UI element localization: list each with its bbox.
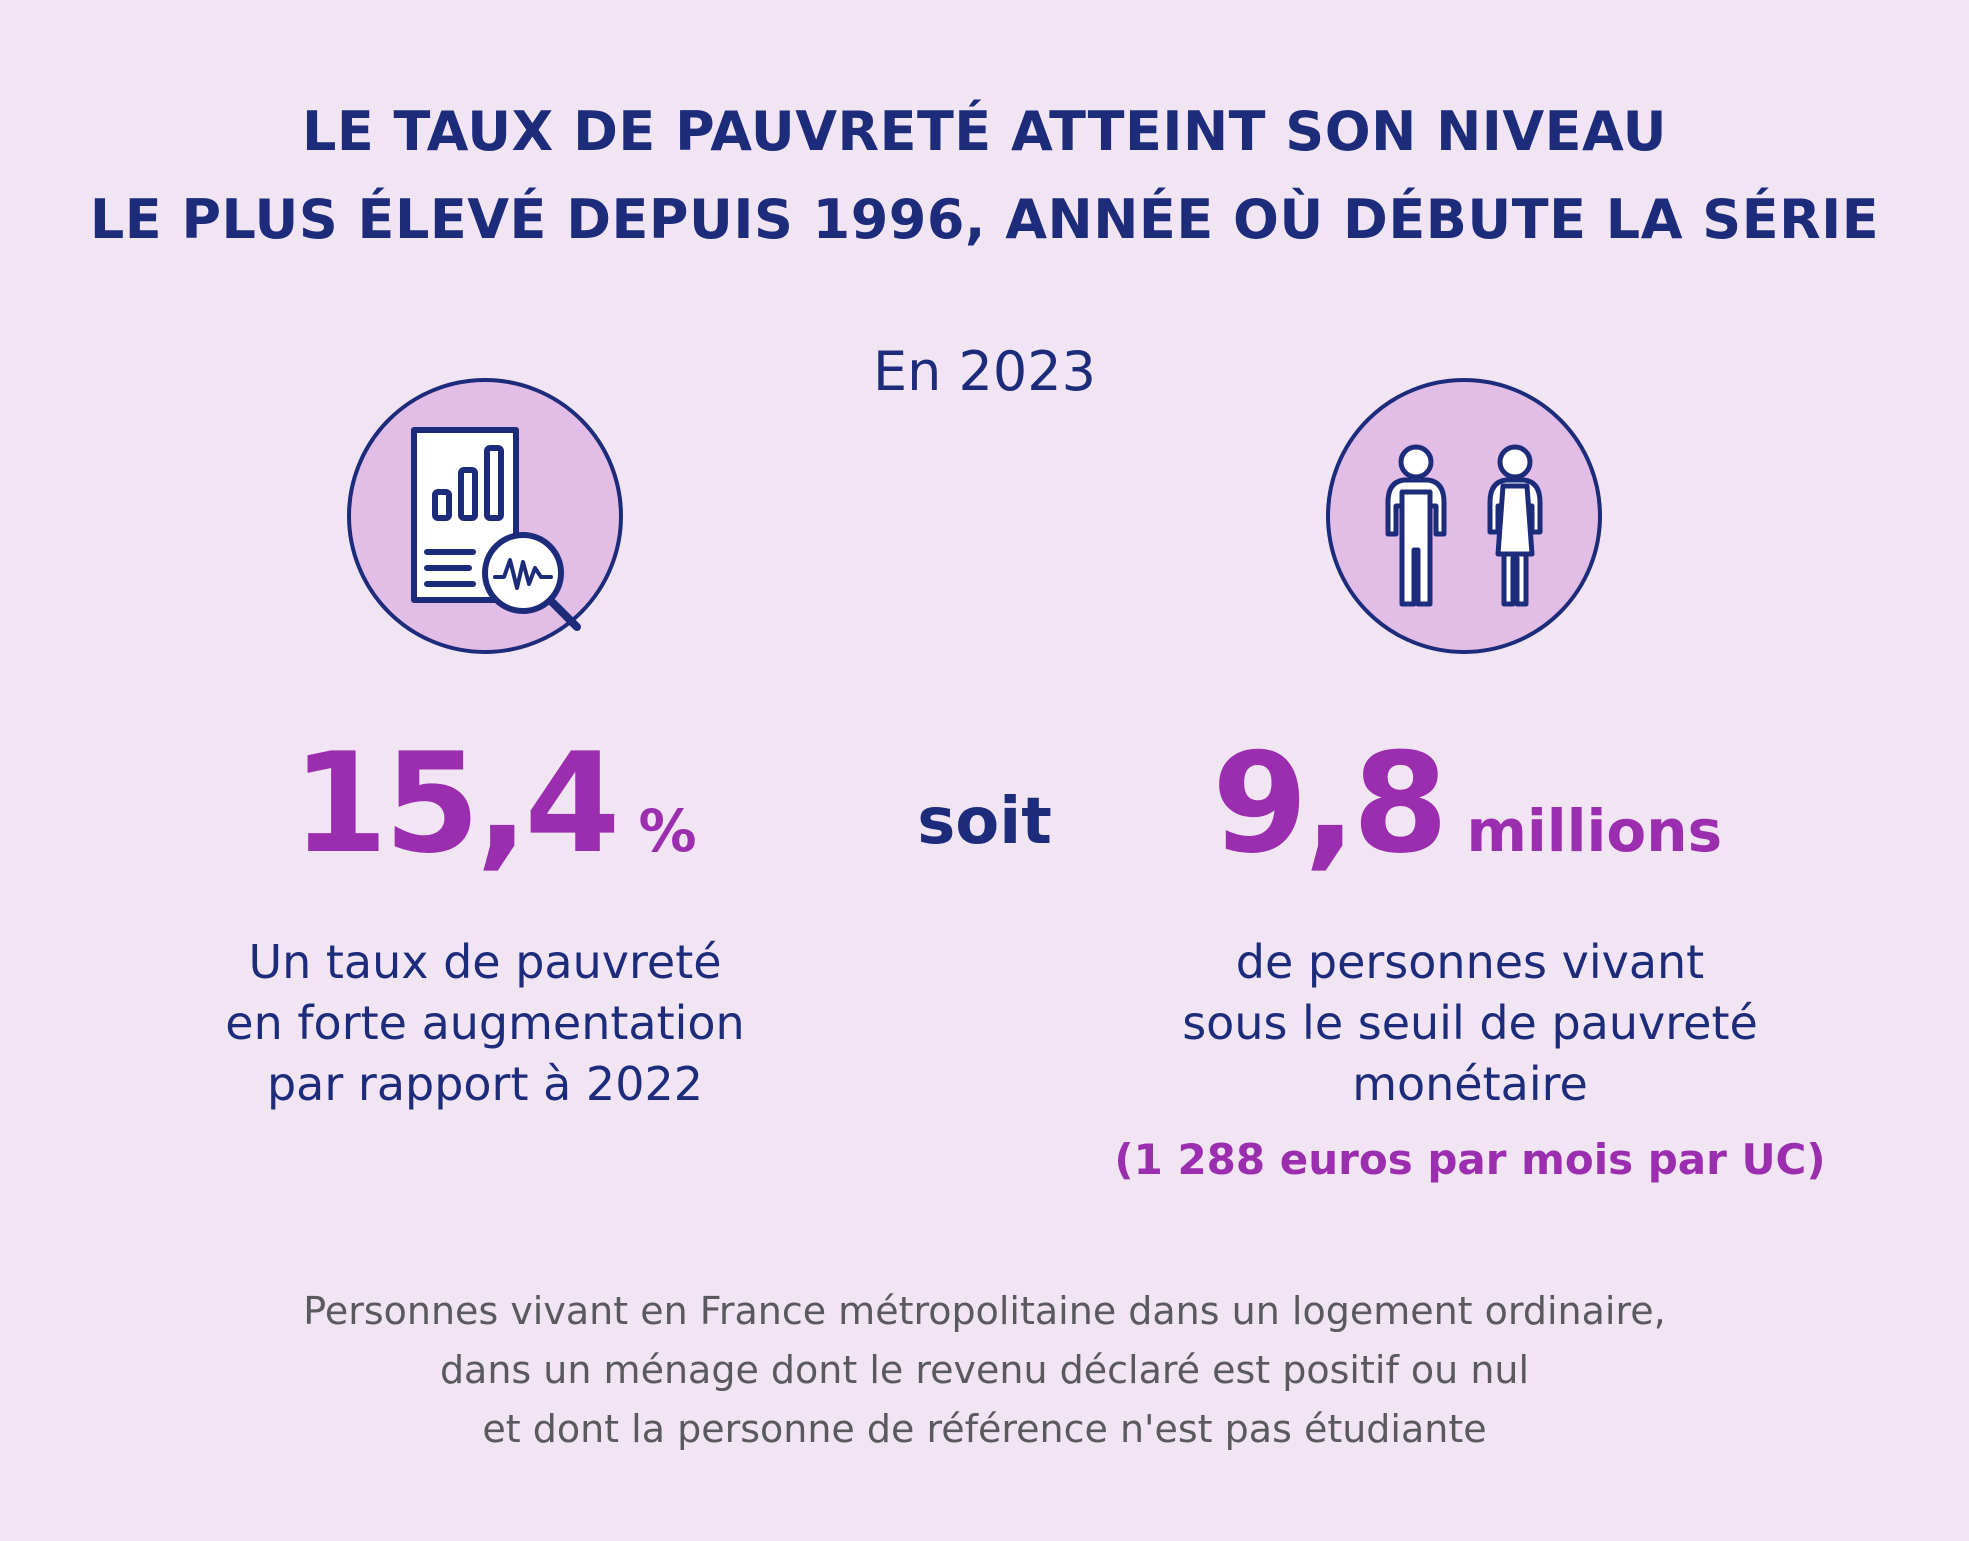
poor-people-value: 9,8 bbox=[1212, 723, 1448, 884]
poverty-rate-stat: 15,4 % bbox=[292, 735, 697, 873]
poverty-rate-value: 15,4 bbox=[292, 723, 620, 884]
year-label: En 2023 bbox=[873, 340, 1096, 403]
desc-line: par rapport à 2022 bbox=[266, 1057, 703, 1111]
poverty-threshold-note: (1 288 euros par mois par UC) bbox=[1114, 1135, 1826, 1184]
connector-word: soit bbox=[917, 785, 1052, 859]
footnote: Personnes vivant en France métropolitain… bbox=[0, 1282, 1969, 1459]
headline-line-2: LE PLUS ÉLEVÉ DEPUIS 1996, ANNÉE OÙ DÉBU… bbox=[89, 188, 1880, 251]
poverty-rate-description: Un taux de pauvreté en forte augmentatio… bbox=[160, 932, 810, 1115]
desc-line: sous le seuil de pauvreté bbox=[1182, 996, 1758, 1050]
desc-line: en forte augmentation bbox=[225, 996, 745, 1050]
report-chart-magnifier-icon bbox=[347, 378, 623, 654]
footnote-line: Personnes vivant en France métropolitain… bbox=[303, 1289, 1666, 1333]
people-icon bbox=[1326, 378, 1602, 654]
footnote-line: et dont la personne de référence n'est p… bbox=[482, 1407, 1487, 1451]
headline: LE TAUX DE PAUVRETÉ ATTEINT SON NIVEAU L… bbox=[0, 88, 1969, 264]
desc-line: monétaire bbox=[1352, 1057, 1588, 1111]
poor-people-stat: 9,8 millions bbox=[1212, 735, 1722, 873]
desc-line: de personnes vivant bbox=[1235, 935, 1705, 989]
poverty-rate-unit: % bbox=[638, 797, 697, 865]
desc-line: Un taux de pauvreté bbox=[248, 935, 722, 989]
footnote-line: dans un ménage dont le revenu déclaré es… bbox=[439, 1348, 1530, 1392]
poor-people-description: de personnes vivant sous le seuil de pau… bbox=[1060, 932, 1880, 1115]
poor-people-unit: millions bbox=[1466, 797, 1723, 865]
headline-line-1: LE TAUX DE PAUVRETÉ ATTEINT SON NIVEAU bbox=[301, 100, 1668, 163]
